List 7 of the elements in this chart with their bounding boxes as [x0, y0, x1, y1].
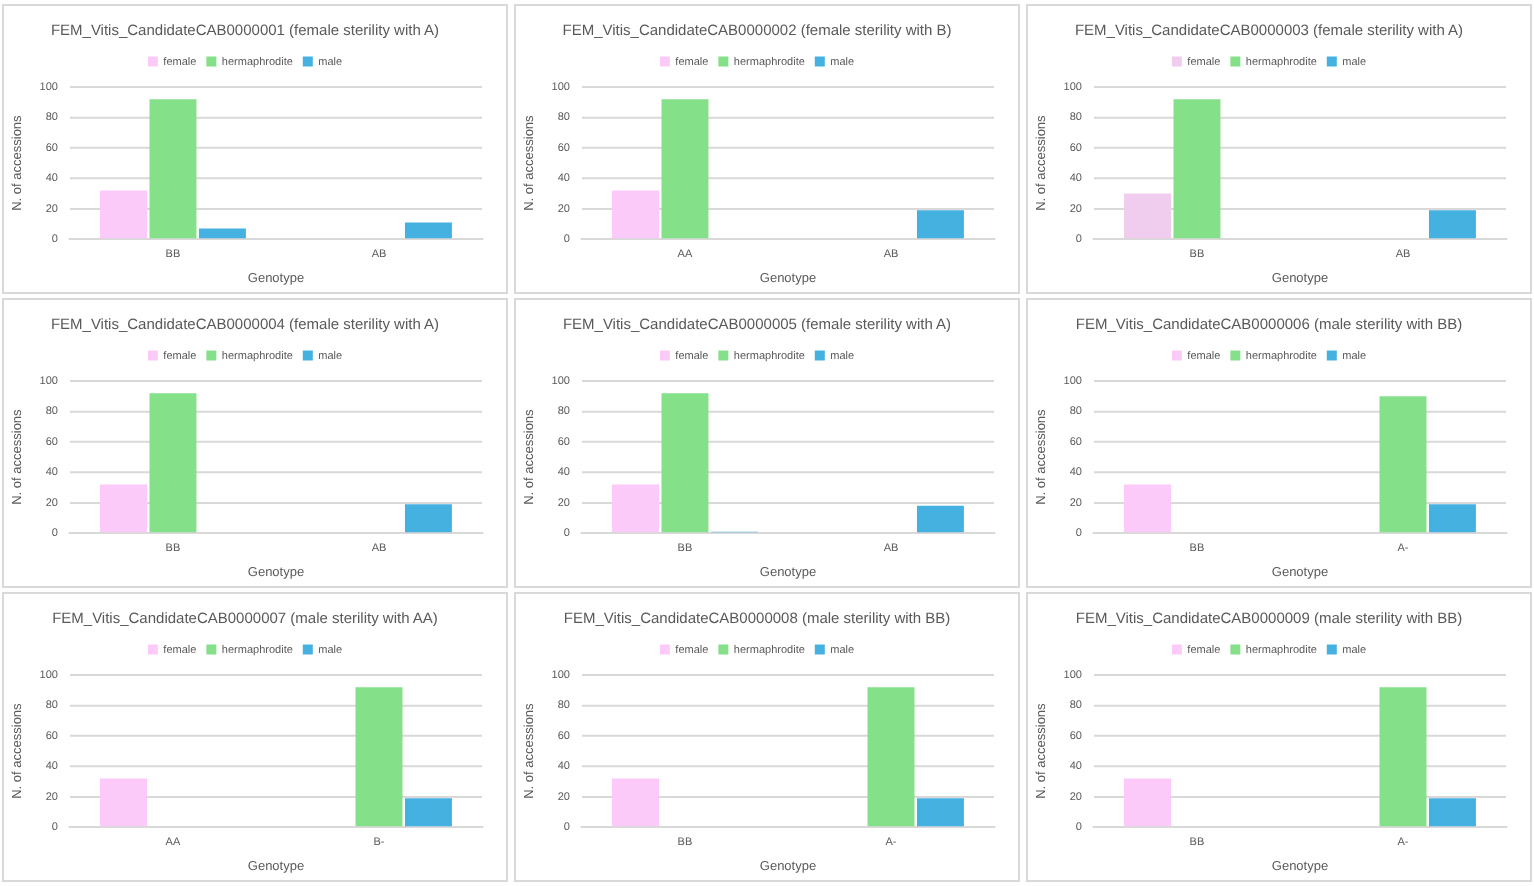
bar [404, 222, 452, 239]
bar [149, 99, 197, 239]
bar [661, 393, 709, 533]
bar [916, 505, 964, 533]
bar [198, 228, 246, 239]
bar [100, 190, 148, 239]
bar [612, 484, 660, 533]
